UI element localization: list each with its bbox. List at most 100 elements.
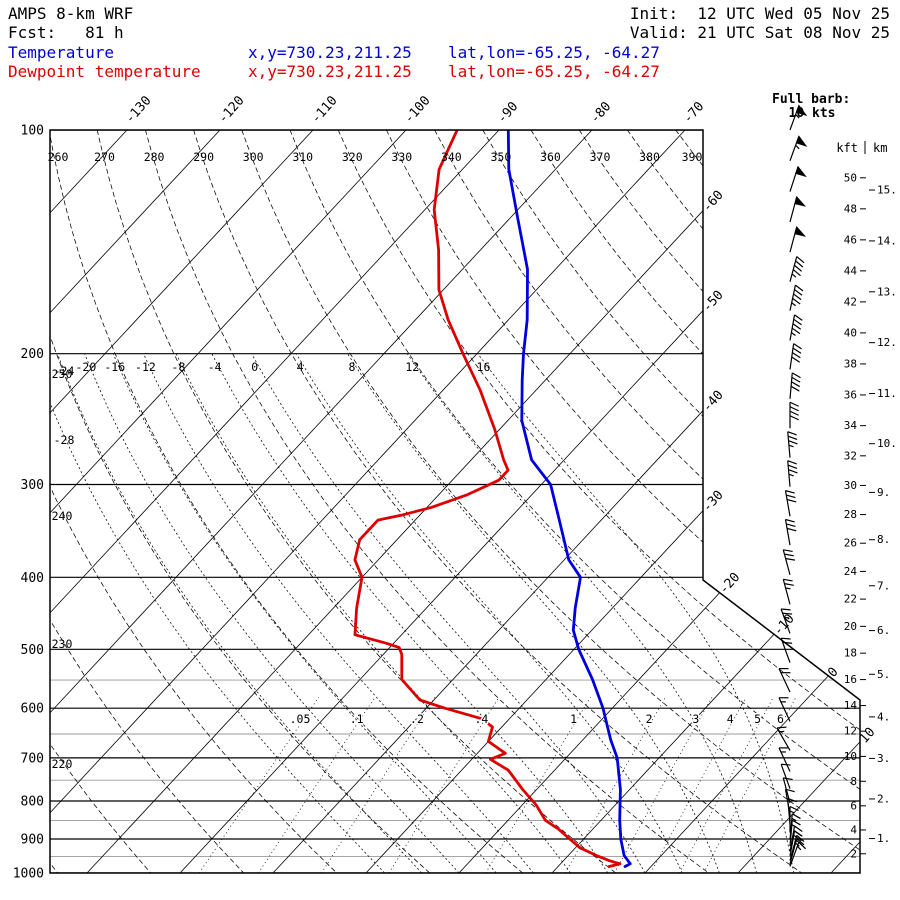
svg-text:8: 8: [348, 360, 355, 374]
altitude-scales: kft km50484644424038363432302826242220181…: [836, 141, 897, 860]
svg-text:20: 20: [844, 620, 857, 633]
svg-text:260: 260: [48, 150, 69, 164]
svg-text:6: 6: [777, 712, 784, 726]
pressure-grid: [50, 130, 860, 873]
svg-text:14: 14: [844, 699, 858, 712]
svg-text:1.: 1.: [877, 832, 890, 845]
svg-text:240: 240: [52, 509, 73, 523]
svg-text:-24: -24: [54, 364, 75, 378]
svg-text:0: 0: [825, 665, 841, 681]
svg-text:2: 2: [646, 712, 653, 726]
svg-text:360: 360: [540, 150, 561, 164]
svg-text:4: 4: [297, 360, 304, 374]
svg-text:-90: -90: [495, 99, 522, 126]
svg-text:24: 24: [844, 565, 858, 578]
svg-text:220: 220: [52, 757, 73, 771]
svg-text:700: 700: [21, 751, 44, 766]
svg-text:-28: -28: [54, 433, 75, 447]
svg-text:200: 200: [21, 347, 44, 362]
svg-text:9.: 9.: [877, 486, 890, 499]
svg-text:-110: -110: [309, 93, 341, 126]
svg-text:30: 30: [844, 479, 857, 492]
svg-text:-40: -40: [700, 388, 727, 415]
legend-temperature-row: Temperature x,y=730.23,211.25 lat,lon=-6…: [0, 43, 900, 63]
svg-text:32: 32: [844, 449, 857, 462]
svg-text:310: 310: [292, 150, 313, 164]
svg-text:5.: 5.: [877, 668, 890, 681]
svg-text:4: 4: [727, 712, 734, 726]
svg-text:-80: -80: [588, 99, 615, 126]
svg-text:600: 600: [21, 702, 44, 717]
svg-text:-4: -4: [208, 360, 222, 374]
svg-text:12: 12: [844, 725, 857, 738]
svg-text:2.: 2.: [877, 792, 890, 805]
svg-text:-120: -120: [216, 93, 248, 126]
sounding-profiles: [353, 130, 632, 868]
svg-text:230: 230: [52, 637, 73, 651]
svg-text:-70: -70: [681, 99, 708, 126]
svg-text:48: 48: [844, 202, 857, 215]
svg-text:10.: 10.: [877, 437, 897, 450]
svg-text:28: 28: [844, 508, 857, 521]
svg-text:100: 100: [21, 124, 44, 139]
init-time: Init: 12 UTC Wed 05 Nov 25: [629, 4, 890, 23]
svg-text:340: 340: [441, 150, 462, 164]
svg-text:320: 320: [342, 150, 363, 164]
svg-text:11.: 11.: [877, 387, 897, 400]
svg-text:-8: -8: [172, 360, 186, 374]
svg-text:38: 38: [844, 357, 857, 370]
svg-text:-100: -100: [402, 93, 434, 126]
svg-text:-130: -130: [123, 93, 155, 126]
legend-dewpoint-row: Dewpoint temperature x,y=730.23,211.25 l…: [0, 62, 900, 82]
wind-barbs: [776, 104, 808, 867]
svg-text:330: 330: [391, 150, 412, 164]
plot-border: [49, 129, 861, 874]
svg-text:-30: -30: [700, 488, 727, 515]
svg-text:18: 18: [844, 647, 857, 660]
svg-text:350: 350: [491, 150, 512, 164]
svg-text:0: 0: [251, 360, 258, 374]
barb-scale-note-line1: Full barb:: [772, 92, 851, 107]
forecast-hour: Fcst: 81 h: [8, 23, 124, 42]
svg-text:40: 40: [844, 326, 857, 339]
svg-text:16: 16: [844, 673, 857, 686]
svg-text:6: 6: [850, 799, 857, 812]
svg-text:46: 46: [844, 233, 857, 246]
svg-text:-20: -20: [75, 360, 96, 374]
svg-text:34: 34: [844, 419, 858, 432]
svg-text:kft: kft: [836, 141, 858, 155]
svg-text:500: 500: [21, 643, 44, 658]
svg-text:270: 270: [94, 150, 115, 164]
svg-text:3: 3: [692, 712, 699, 726]
svg-text:50: 50: [844, 171, 857, 184]
svg-text:1000: 1000: [13, 867, 44, 882]
svg-text:12.: 12.: [877, 336, 897, 349]
svg-text:300: 300: [243, 150, 264, 164]
svg-text:.05: .05: [290, 712, 311, 726]
legend-dewpoint-xy: x,y=730.23,211.25: [248, 62, 412, 81]
svg-text:15.: 15.: [877, 184, 897, 197]
svg-text:22: 22: [844, 593, 857, 606]
valid-time: Valid: 21 UTC Sat 08 Nov 25: [629, 23, 890, 42]
legend-dewpoint-latlon: lat,lon=-65.25, -64.27: [448, 62, 660, 81]
svg-text:400: 400: [21, 571, 44, 586]
model-title: AMPS 8-km WRF: [8, 4, 134, 23]
svg-text:380: 380: [639, 150, 660, 164]
svg-text:42: 42: [844, 295, 857, 308]
legend-temperature-latlon: lat,lon=-65.25, -64.27: [448, 43, 660, 62]
svg-text:280: 280: [144, 150, 165, 164]
svg-text:6.: 6.: [877, 624, 890, 637]
svg-text:370: 370: [590, 150, 611, 164]
svg-text:-60: -60: [700, 188, 727, 215]
temperature-trace: [506, 130, 632, 868]
svg-text:4.: 4.: [877, 710, 890, 723]
svg-text:1: 1: [570, 712, 577, 726]
svg-text:.4: .4: [474, 712, 488, 726]
svg-text:4: 4: [850, 823, 857, 836]
svg-text:3.: 3.: [877, 752, 890, 765]
svg-text:12: 12: [405, 360, 419, 374]
svg-text:14.: 14.: [877, 234, 897, 247]
svg-text:44: 44: [844, 264, 858, 277]
